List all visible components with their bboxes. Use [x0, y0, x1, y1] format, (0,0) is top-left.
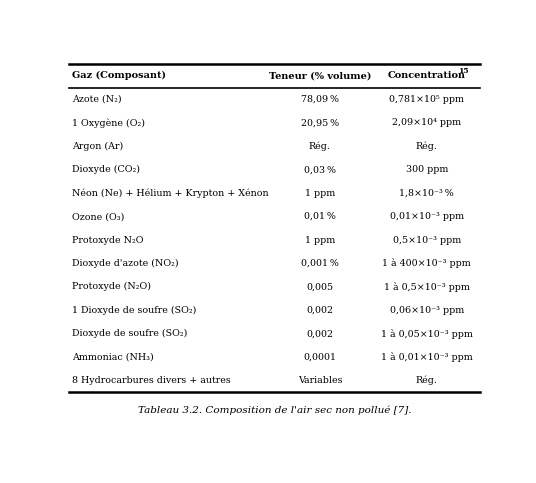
Text: 1 à 0,5×10⁻³ ppm: 1 à 0,5×10⁻³ ppm: [384, 282, 470, 292]
Text: 0,001 %: 0,001 %: [301, 259, 339, 268]
Text: 0,002: 0,002: [307, 306, 333, 315]
Text: Ozone (O₃): Ozone (O₃): [72, 212, 125, 221]
Text: 1,8×10⁻³ %: 1,8×10⁻³ %: [399, 189, 454, 198]
Text: 0,0001: 0,0001: [303, 353, 337, 362]
Text: 2,09×10⁴ ppm: 2,09×10⁴ ppm: [392, 118, 461, 128]
Text: Variables: Variables: [297, 376, 342, 385]
Text: 1 ppm: 1 ppm: [305, 236, 335, 244]
Text: 1 à 0,01×10⁻³ ppm: 1 à 0,01×10⁻³ ppm: [381, 352, 473, 362]
Text: Tableau 3.2. Composition de l'air sec non pollué [7].: Tableau 3.2. Composition de l'air sec no…: [138, 405, 412, 415]
Text: 0,03 %: 0,03 %: [304, 165, 336, 174]
Text: Dioxyde d'azote (NO₂): Dioxyde d'azote (NO₂): [72, 259, 179, 268]
Text: Protoxyde N₂O: Protoxyde N₂O: [72, 236, 144, 244]
Text: Rég.: Rég.: [309, 142, 331, 151]
Text: Rég.: Rég.: [416, 142, 438, 151]
Text: 0,002: 0,002: [307, 329, 333, 338]
Text: Protoxyde (N₂O): Protoxyde (N₂O): [72, 282, 151, 291]
Text: Rég.: Rég.: [416, 376, 438, 385]
Text: Gaz (Composant): Gaz (Composant): [72, 71, 166, 80]
Text: 8 Hydrocarbures divers + autres: 8 Hydrocarbures divers + autres: [72, 376, 231, 385]
Text: 1 Dioxyde de soufre (SO₂): 1 Dioxyde de soufre (SO₂): [72, 306, 197, 315]
Text: 0,01×10⁻³ ppm: 0,01×10⁻³ ppm: [390, 212, 464, 221]
Text: 15: 15: [458, 67, 468, 75]
Text: 0,781×10⁵ ppm: 0,781×10⁵ ppm: [389, 95, 464, 104]
Text: Néon (Ne) + Hélium + Krypton + Xénon: Néon (Ne) + Hélium + Krypton + Xénon: [72, 188, 269, 198]
Text: 0,01 %: 0,01 %: [304, 212, 336, 221]
Text: 1 à 0,05×10⁻³ ppm: 1 à 0,05×10⁻³ ppm: [381, 329, 473, 339]
Text: 0,5×10⁻³ ppm: 0,5×10⁻³ ppm: [393, 236, 461, 244]
Text: 1 Oxygène (O₂): 1 Oxygène (O₂): [72, 118, 145, 128]
Text: Ammoniac (NH₃): Ammoniac (NH₃): [72, 353, 154, 362]
Text: 1 à 400×10⁻³ ppm: 1 à 400×10⁻³ ppm: [383, 258, 471, 269]
Text: Concentration: Concentration: [388, 71, 466, 80]
Text: 0,005: 0,005: [307, 283, 333, 291]
Text: Dioxyde de soufre (SO₂): Dioxyde de soufre (SO₂): [72, 329, 188, 338]
Text: Argon (Ar): Argon (Ar): [72, 142, 124, 151]
Text: Teneur (% volume): Teneur (% volume): [269, 71, 371, 80]
Text: 78,09 %: 78,09 %: [301, 95, 339, 104]
Text: 20,95 %: 20,95 %: [301, 118, 339, 128]
Text: 300 ppm: 300 ppm: [406, 165, 448, 174]
Text: 1 ppm: 1 ppm: [305, 189, 335, 198]
Text: Dioxyde (CO₂): Dioxyde (CO₂): [72, 165, 140, 174]
Text: 0,06×10⁻³ ppm: 0,06×10⁻³ ppm: [390, 306, 464, 315]
Text: Azote (N₂): Azote (N₂): [72, 95, 122, 104]
